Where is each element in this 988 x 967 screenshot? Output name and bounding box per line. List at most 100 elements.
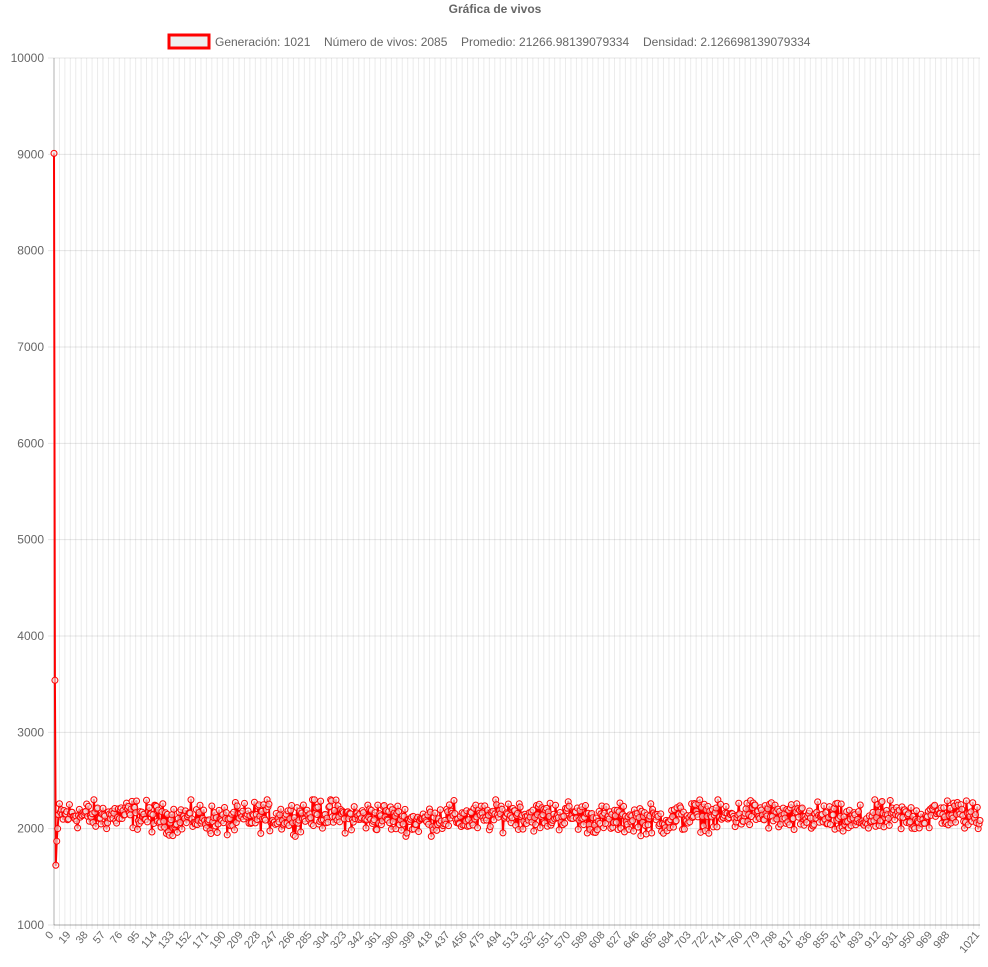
data-point[interactable] [403,829,411,837]
data-point[interactable] [499,829,507,837]
data-point[interactable] [829,811,837,819]
data-point[interactable] [213,829,221,837]
data-point[interactable] [647,800,655,808]
data-point[interactable] [574,825,582,833]
data-point[interactable] [401,805,409,813]
data-point[interactable] [644,821,652,829]
data-point[interactable] [958,805,966,813]
data-point[interactable] [399,820,407,828]
data-point[interactable] [362,824,370,832]
data-point[interactable] [182,819,190,827]
data-point[interactable] [486,823,494,831]
data-point[interactable] [207,829,215,837]
data-point[interactable] [307,814,315,822]
data-point[interactable] [630,827,638,835]
data-point[interactable] [940,804,948,812]
data-point[interactable] [395,808,403,816]
data-point[interactable] [266,827,274,835]
data-point[interactable] [856,801,864,809]
data-point[interactable] [973,803,981,811]
data-point[interactable] [397,826,405,834]
data-point[interactable] [65,801,73,809]
data-point[interactable] [814,798,822,806]
data-point[interactable] [735,799,743,807]
data-point[interactable] [341,829,349,837]
data-point[interactable] [332,796,340,804]
data-point[interactable] [310,796,318,804]
data-point[interactable] [347,826,355,834]
data-point[interactable] [786,821,794,829]
data-point[interactable] [149,811,157,819]
data-point[interactable] [722,803,730,811]
data-point[interactable] [297,828,305,836]
data-point[interactable] [751,801,759,809]
data-point[interactable] [215,806,223,814]
data-point[interactable] [161,823,169,831]
data-point[interactable] [798,804,806,812]
data-point[interactable] [415,828,423,836]
data-point[interactable] [593,826,601,834]
data-point[interactable] [885,821,893,829]
data-point[interactable] [148,828,156,836]
data-point[interactable] [634,823,642,831]
data-point[interactable] [200,806,208,814]
data-point[interactable] [196,801,204,809]
data-point[interactable] [257,829,265,837]
data-point[interactable] [969,799,977,807]
data-point[interactable] [931,801,939,809]
data-point[interactable] [498,805,506,813]
data-point[interactable] [907,804,915,812]
data-point[interactable] [133,825,141,833]
data-point[interactable] [839,827,847,835]
data-point[interactable] [445,822,453,830]
data-point[interactable] [52,861,60,869]
data-point[interactable] [187,796,195,804]
data-point[interactable] [317,797,325,805]
data-point[interactable] [55,800,63,808]
data-point[interactable] [474,824,482,832]
data-point[interactable] [143,818,151,826]
data-point[interactable] [560,812,568,820]
data-point[interactable] [864,824,872,832]
data-point[interactable] [602,803,610,811]
data-point[interactable] [921,819,929,827]
data-point[interactable] [976,816,984,824]
data-point[interactable] [173,828,181,836]
data-point[interactable] [943,797,951,805]
data-point[interactable] [529,806,537,814]
data-point[interactable] [746,821,754,829]
data-point[interactable] [925,824,933,832]
data-point[interactable] [561,819,569,827]
data-point[interactable] [431,809,439,817]
data-point[interactable] [765,824,773,832]
data-point[interactable] [233,802,241,810]
data-point[interactable] [962,797,970,805]
data-point[interactable] [350,803,358,811]
data-point[interactable] [143,796,151,804]
data-point[interactable] [680,825,688,833]
data-point[interactable] [84,802,92,810]
data-point[interactable] [913,807,921,815]
data-point[interactable] [519,825,527,833]
data-point[interactable] [805,807,813,815]
data-point[interactable] [445,801,453,809]
data-point[interactable] [952,818,960,826]
data-point[interactable] [169,832,177,840]
data-point[interactable] [705,829,713,837]
data-point[interactable] [230,826,238,834]
data-point[interactable] [74,824,82,832]
data-point[interactable] [240,799,248,807]
data-point[interactable] [713,823,721,831]
data-point[interactable] [897,825,905,833]
data-point[interactable] [170,805,178,813]
data-point[interactable] [803,819,811,826]
data-point[interactable] [516,803,524,811]
data-point[interactable] [530,827,538,835]
data-point[interactable] [612,818,620,826]
data-point[interactable] [90,796,98,804]
legend[interactable]: Generación: 1021 Número de vivos: 2085 P… [167,33,811,50]
data-point[interactable] [565,802,573,810]
data-point[interactable] [160,817,168,825]
data-point[interactable] [790,826,798,834]
data-point[interactable] [648,829,656,837]
